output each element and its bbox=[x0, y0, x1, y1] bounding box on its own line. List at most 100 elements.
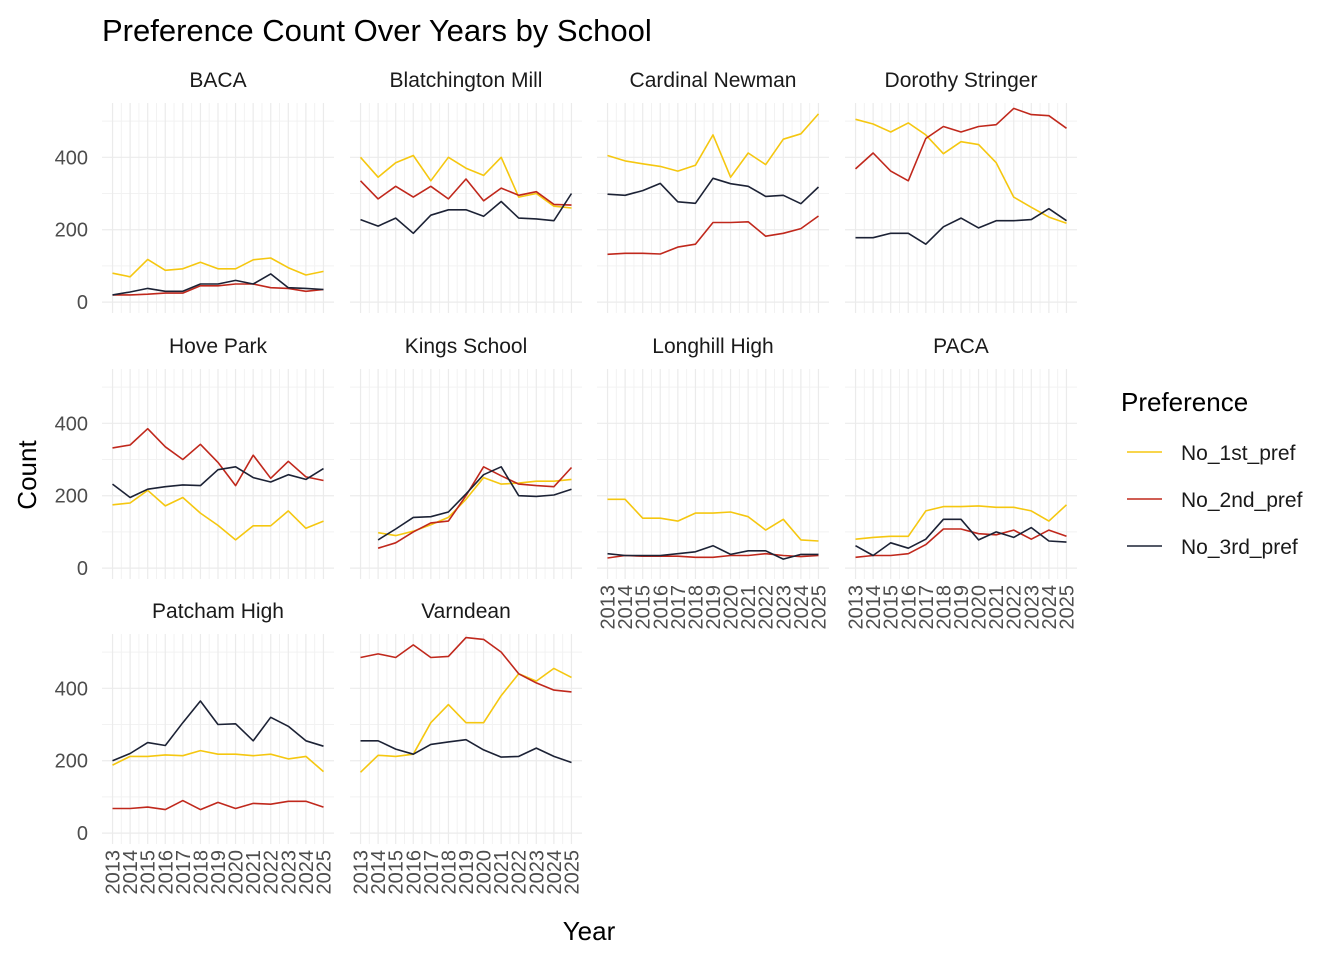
series-line-no-1st-pref bbox=[855, 504, 1068, 540]
series-line-no-1st-pref bbox=[377, 476, 572, 537]
x-tick-label: 2022 bbox=[509, 850, 531, 895]
facet-panel: BACA 0 200 400 bbox=[55, 69, 334, 314]
series-line-no-2nd-pref bbox=[854, 107, 1067, 182]
y-tick-label: 200 bbox=[55, 751, 88, 773]
series-line-no-3rd-pref bbox=[855, 207, 1067, 245]
series-line-no-3rd-pref bbox=[112, 700, 324, 762]
x-tick-label: 2022 bbox=[1004, 585, 1026, 630]
facet-panel: Longhill High 201320142015201620172018201… bbox=[597, 335, 830, 630]
x-tick-label: 2021 bbox=[738, 585, 760, 630]
facet-strip-label: Dorothy Stringer bbox=[885, 69, 1038, 92]
series-line-no-2nd-pref bbox=[855, 528, 1067, 559]
x-tick-label: 2016 bbox=[403, 850, 425, 895]
x-tick-label: 2019 bbox=[951, 585, 973, 630]
legend-label: No_3rd_pref bbox=[1181, 536, 1298, 559]
x-tick-label: 2023 bbox=[773, 585, 795, 630]
x-tick-label: 2017 bbox=[668, 585, 690, 630]
y-tick-label: 200 bbox=[55, 220, 88, 242]
x-tick-label: 2023 bbox=[1021, 585, 1043, 630]
x-tick-label: 2024 bbox=[544, 850, 566, 895]
facet-panel: Dorothy Stringer bbox=[845, 69, 1077, 313]
facet-panel: Kings School bbox=[350, 335, 582, 579]
series-line-no-2nd-pref bbox=[112, 799, 324, 811]
x-tick-label: 2020 bbox=[969, 585, 991, 630]
series-line-no-1st-pref bbox=[855, 118, 1067, 224]
facet-strip-label: Longhill High bbox=[652, 335, 773, 358]
x-tick-label: 2015 bbox=[386, 850, 408, 895]
x-tick-label: 2023 bbox=[278, 850, 300, 895]
series-line-no-2nd-pref bbox=[607, 215, 819, 256]
x-tick-label: 2020 bbox=[474, 850, 496, 895]
facet-panel: Cardinal Newman bbox=[597, 69, 829, 313]
series-line-no-3rd-pref bbox=[112, 466, 324, 499]
x-tick-label: 2017 bbox=[421, 850, 443, 895]
legend: Preference No_1st_pref No_2nd_pref No_3rd_… bbox=[1121, 387, 1303, 559]
legend-label: No_1st_pref bbox=[1181, 442, 1296, 465]
facet-panel: Blatchington Mill bbox=[350, 69, 582, 313]
series-line-no-2nd-pref bbox=[360, 636, 572, 693]
series-line-no-1st-pref bbox=[359, 667, 572, 773]
x-tick-label: 2013 bbox=[598, 585, 620, 630]
facet-strip-label: BACA bbox=[189, 69, 246, 92]
x-tick-label: 2016 bbox=[650, 585, 672, 630]
x-tick-label: 2020 bbox=[226, 850, 248, 895]
x-tick-label: 2013 bbox=[351, 850, 373, 895]
x-tick-label: 2020 bbox=[721, 585, 743, 630]
x-tick-label: 2016 bbox=[155, 850, 177, 895]
facet-panels: BACA 0 200 400 Blatchington Mill Cardinal New… bbox=[55, 69, 1079, 895]
series-line-no-3rd-pref bbox=[112, 273, 324, 296]
facet-strip-label: Patcham High bbox=[152, 600, 284, 623]
y-tick-label: 0 bbox=[77, 823, 88, 845]
series-line-no-1st-pref bbox=[112, 257, 324, 278]
x-tick-label: 2016 bbox=[898, 585, 920, 630]
facet-strip-label: PACA bbox=[933, 335, 989, 358]
series-line-no-3rd-pref bbox=[360, 193, 573, 235]
y-tick-label: 400 bbox=[55, 678, 88, 700]
y-axis-title: Count bbox=[12, 440, 42, 510]
x-tick-label: 2017 bbox=[916, 585, 938, 630]
x-tick-label: 2021 bbox=[243, 850, 265, 895]
x-tick-label: 2021 bbox=[986, 585, 1008, 630]
facet-strip-label: Varndean bbox=[421, 600, 511, 623]
x-tick-label: 2022 bbox=[261, 850, 283, 895]
x-tick-label: 2022 bbox=[756, 585, 778, 630]
series-line-no-3rd-pref bbox=[607, 544, 819, 560]
facet-strip-label: Hove Park bbox=[169, 335, 268, 358]
x-tick-label: 2014 bbox=[863, 585, 885, 630]
x-axis-title: Year bbox=[563, 916, 616, 946]
x-tick-label: 2024 bbox=[1039, 585, 1061, 630]
x-tick-label: 2018 bbox=[190, 850, 212, 895]
legend-title: Preference bbox=[1121, 387, 1248, 417]
x-tick-label: 2021 bbox=[491, 850, 513, 895]
series-line-no-3rd-pref bbox=[607, 177, 820, 205]
facet-panel: Hove Park 0 200 400 bbox=[55, 335, 334, 580]
series-line-no-1st-pref bbox=[359, 154, 572, 209]
x-tick-label: 2014 bbox=[615, 585, 637, 630]
x-tick-label: 2025 bbox=[561, 850, 583, 895]
x-tick-label: 2018 bbox=[685, 585, 707, 630]
series-line-no-2nd-pref bbox=[359, 178, 572, 206]
x-tick-label: 2015 bbox=[138, 850, 160, 895]
x-tick-label: 2013 bbox=[103, 850, 125, 895]
x-tick-label: 2013 bbox=[846, 585, 868, 630]
x-tick-label: 2019 bbox=[703, 585, 725, 630]
x-tick-label: 2019 bbox=[208, 850, 230, 895]
x-tick-label: 2024 bbox=[296, 850, 318, 895]
x-tick-label: 2025 bbox=[1056, 585, 1078, 630]
facet-strip-label: Cardinal Newman bbox=[630, 69, 797, 92]
series-line-no-3rd-pref bbox=[855, 518, 1067, 557]
facet-panel: Varndean 20132014201520162017201820192020… bbox=[350, 600, 583, 895]
y-tick-label: 0 bbox=[77, 292, 88, 314]
x-tick-label: 2017 bbox=[173, 850, 195, 895]
y-tick-label: 200 bbox=[55, 486, 88, 508]
x-tick-label: 2015 bbox=[633, 585, 655, 630]
x-tick-label: 2025 bbox=[808, 585, 830, 630]
x-tick-label: 2015 bbox=[881, 585, 903, 630]
facet-panel: Patcham High0200400201320142015201620172… bbox=[55, 600, 336, 895]
facet-strip-label: Kings School bbox=[405, 335, 528, 358]
x-tick-label: 2018 bbox=[933, 585, 955, 630]
series-line-no-3rd-pref bbox=[360, 738, 572, 764]
x-tick-label: 2018 bbox=[438, 850, 460, 895]
y-tick-label: 400 bbox=[55, 413, 88, 435]
